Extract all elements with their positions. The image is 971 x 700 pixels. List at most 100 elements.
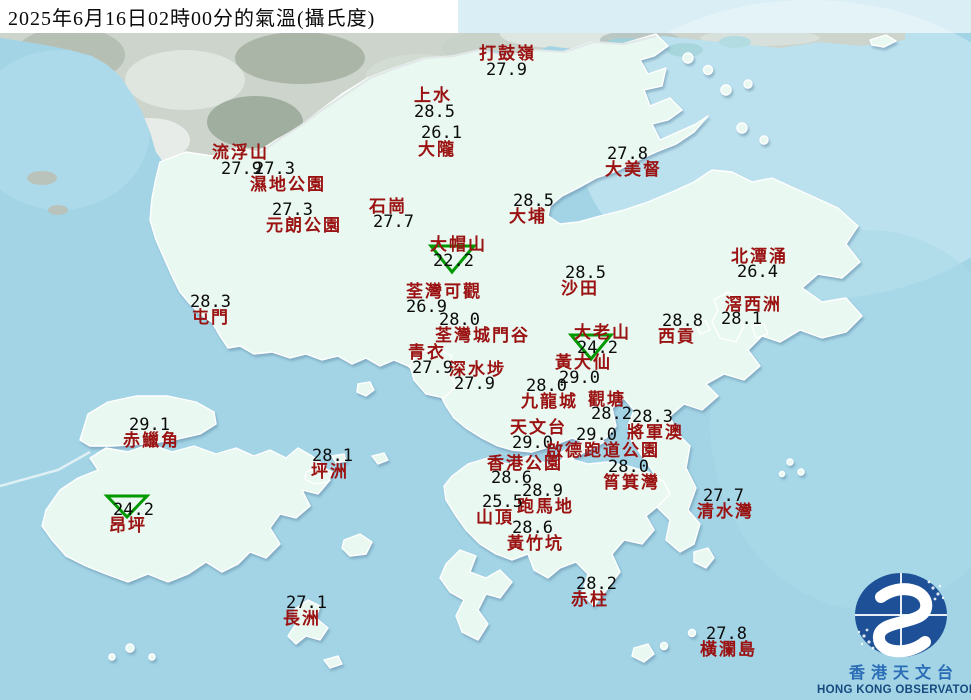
islet <box>702 64 714 76</box>
ping-chau-islet <box>869 34 897 48</box>
station-temperature: 28.0 <box>439 310 480 330</box>
station-label: 西貢 <box>658 327 696 346</box>
station-label: 橫瀾島 <box>700 640 757 659</box>
islet <box>786 458 794 466</box>
islet <box>323 655 343 669</box>
station-label: 山頂 <box>476 508 514 527</box>
station-label: 石崗 <box>369 197 407 216</box>
islet <box>341 533 373 557</box>
station-temperature: 27.3 <box>254 159 295 179</box>
islet <box>148 653 156 661</box>
station-temperature: 28.5 <box>513 191 554 211</box>
hko-logo-english-name: HONG KONG OBSERVATORY <box>817 684 971 696</box>
station-temperature: 27.7 <box>373 212 414 232</box>
station-temperature: 28.3 <box>632 407 673 427</box>
station-label: 大隴 <box>418 140 456 159</box>
station-temperature: 27.9 <box>412 358 453 378</box>
islet <box>48 205 68 215</box>
station-label: 赤鱲角 <box>123 431 180 450</box>
station-temperature: 28.2 <box>576 574 617 594</box>
hko-emblem-icon <box>855 573 947 658</box>
islet <box>659 641 669 651</box>
ma-wan-island <box>356 381 375 397</box>
station-temperature: 29.0 <box>512 433 553 453</box>
station-temperature: 28.8 <box>662 311 703 331</box>
station-label: 坪洲 <box>311 462 349 481</box>
station-temperature: 28.5 <box>414 102 455 122</box>
islet <box>720 84 732 96</box>
station-label: 長洲 <box>283 609 321 628</box>
station-label: 沙田 <box>561 279 599 298</box>
coast-texture <box>719 36 751 48</box>
station-label: 青衣 <box>408 343 446 362</box>
station-label: 清水灣 <box>697 502 754 521</box>
station-label: 滘西洲 <box>725 295 782 314</box>
station-temperature: 26.9 <box>406 297 447 317</box>
station-temperature: 29.0 <box>559 368 600 388</box>
tsing-yi-island <box>409 347 457 399</box>
islet <box>736 122 748 134</box>
station-label: 元朗公園 <box>266 216 342 235</box>
islet <box>371 452 389 465</box>
station-temperature: 27.9 <box>486 60 527 80</box>
station-temperature: 27.3 <box>272 200 313 220</box>
islet <box>693 547 715 569</box>
peng-chau-island <box>304 465 333 485</box>
station-label: 上水 <box>414 86 452 105</box>
station-label: 九龍城 <box>521 392 578 411</box>
station-temperature: 28.6 <box>512 518 553 538</box>
station-temperature: 24.2 <box>113 500 154 520</box>
islet <box>108 653 116 661</box>
coast-texture <box>667 43 703 57</box>
station-label: 啟德跑道公園 <box>546 441 660 460</box>
station-label: 大埔 <box>509 207 547 226</box>
airport-island <box>79 395 217 447</box>
station-label: 天文台 <box>510 418 567 437</box>
station-temperature: 26.1 <box>421 123 462 143</box>
lamma-island <box>439 549 513 641</box>
station-label: 濕地公園 <box>250 175 326 194</box>
station-label: 深水埗 <box>449 360 506 379</box>
station-label: 流浮山 <box>212 143 269 162</box>
station-label: 香港公園 <box>487 454 563 473</box>
station-temperature: 27.1 <box>286 593 327 613</box>
station-temperature: 26.4 <box>737 262 778 282</box>
station-temperature: 27.8 <box>706 624 747 644</box>
islet <box>797 468 805 476</box>
station-label: 荃灣城門谷 <box>435 326 530 345</box>
station-temperature: 29.1 <box>129 415 170 435</box>
border-river <box>257 35 657 155</box>
hko-logo-chinese-name: 香港天文台 <box>848 665 959 682</box>
islet <box>751 323 769 339</box>
islet <box>759 135 769 145</box>
islet <box>27 171 57 185</box>
station-label: 赤柱 <box>571 590 609 609</box>
station-temperature: 27.7 <box>703 486 744 506</box>
islet <box>743 79 753 89</box>
bridge-line <box>0 450 91 488</box>
new-territories <box>149 33 863 553</box>
kau-sai-chau-island <box>711 291 745 343</box>
station-temperature: 27.9 <box>221 159 262 179</box>
station-temperature: 27.9 <box>454 374 495 394</box>
islet <box>778 470 786 478</box>
waglan-islet <box>687 628 697 638</box>
station-label: 跑馬地 <box>517 497 574 516</box>
islet <box>331 453 347 464</box>
islet <box>631 643 655 663</box>
station-temperature: 28.5 <box>565 263 606 283</box>
station-temperature: 28.1 <box>721 309 762 329</box>
station-temperature: 22.2 <box>433 251 474 271</box>
station-temperature: 28.0 <box>608 457 649 477</box>
lantau-island <box>41 443 331 583</box>
station-temperature: 28.2 <box>591 404 632 424</box>
station-temperature: 28.6 <box>491 468 532 488</box>
page-title: 2025年6月16日02時00分的氣溫(攝氏度) <box>8 8 376 30</box>
hong-kong-island <box>443 455 671 607</box>
station-label: 筲箕灣 <box>603 473 660 492</box>
station-label: 觀塘 <box>588 390 626 409</box>
cheung-chau-island <box>287 599 329 645</box>
